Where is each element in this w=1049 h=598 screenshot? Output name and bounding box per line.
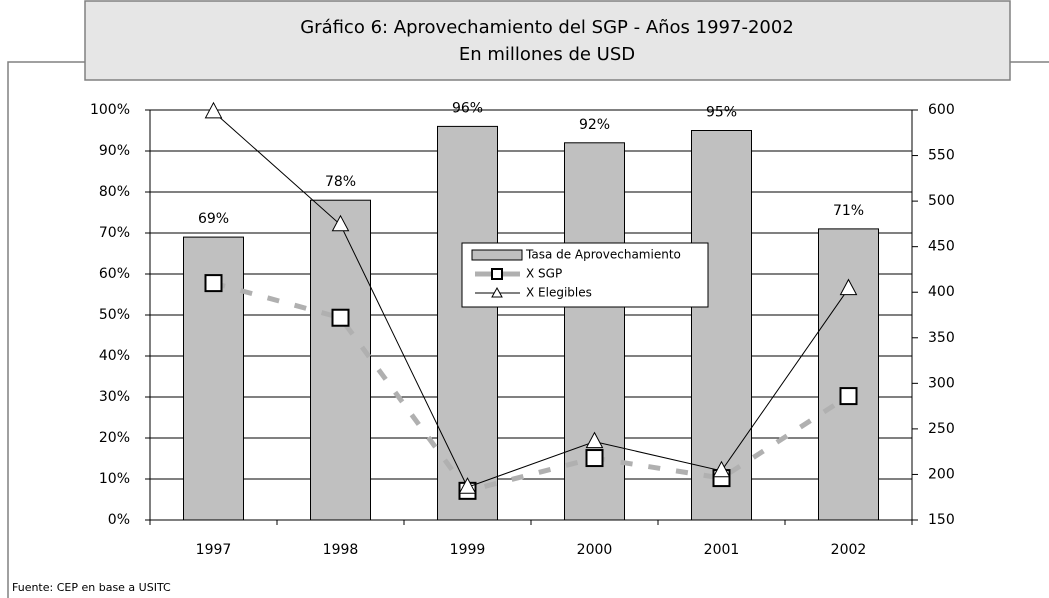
y-tick-label: 0% bbox=[108, 512, 130, 528]
source: Fuente: CEP en base a USITC bbox=[12, 581, 171, 594]
y-tick-label: 90% bbox=[99, 143, 130, 159]
title-box bbox=[84, 0, 1011, 81]
data-label: 71% bbox=[833, 203, 864, 219]
y-tick-label: 80% bbox=[99, 184, 130, 200]
marker bbox=[585, 431, 604, 449]
marker bbox=[331, 214, 350, 232]
data-label: 69% bbox=[198, 211, 229, 227]
y-tick-label: 40% bbox=[99, 348, 130, 364]
marker bbox=[331, 308, 350, 327]
y2-tick-label: 450 bbox=[928, 239, 955, 255]
legend-swatch bbox=[471, 249, 523, 261]
y2-tick-label: 200 bbox=[928, 466, 955, 482]
legend-label: X Elegibles bbox=[526, 286, 592, 300]
data-label: 78% bbox=[325, 174, 356, 190]
bar bbox=[818, 228, 879, 521]
line bbox=[213, 111, 849, 488]
bar bbox=[437, 125, 498, 521]
marker bbox=[585, 449, 604, 468]
marker bbox=[204, 274, 223, 293]
marker bbox=[839, 278, 858, 296]
y2-tick-label: 350 bbox=[928, 330, 955, 346]
data-label: 96% bbox=[452, 100, 483, 116]
legend-label: X SGP bbox=[526, 267, 562, 281]
y-tick-label: 70% bbox=[99, 225, 130, 241]
frame bbox=[7, 61, 1049, 598]
y-tick-label: 50% bbox=[99, 307, 130, 323]
legend-swatch bbox=[491, 268, 503, 280]
line bbox=[212, 280, 850, 494]
chart-title: Gráfico 6: Aprovechamiento del SGP - Año… bbox=[300, 17, 794, 38]
bar bbox=[691, 130, 752, 521]
legend-swatch bbox=[491, 286, 503, 298]
chart-subtitle: En millones de USD bbox=[459, 44, 635, 65]
data-label: 92% bbox=[579, 117, 610, 133]
y2-tick-label: 550 bbox=[928, 148, 955, 164]
y-tick-label: 20% bbox=[99, 430, 130, 446]
x-tick-label: 2001 bbox=[704, 542, 740, 558]
marker bbox=[204, 101, 223, 119]
bar bbox=[310, 199, 371, 521]
marker bbox=[712, 460, 731, 478]
y-tick-label: 10% bbox=[99, 471, 130, 487]
y2-tick-label: 150 bbox=[928, 512, 955, 528]
y-tick-label: 100% bbox=[90, 102, 130, 118]
x-tick-label: 2002 bbox=[831, 542, 867, 558]
marker bbox=[458, 477, 477, 494]
y2-tick-label: 500 bbox=[928, 193, 955, 209]
y2-tick-label: 250 bbox=[928, 421, 955, 437]
y2-tick-label: 400 bbox=[928, 284, 955, 300]
data-label: 95% bbox=[706, 105, 737, 121]
x-tick-label: 1997 bbox=[196, 542, 232, 558]
y2-tick-label: 600 bbox=[928, 102, 955, 118]
y-tick-label: 60% bbox=[99, 266, 130, 282]
x-tick-label: 1999 bbox=[450, 542, 486, 558]
x-tick-label: 1998 bbox=[323, 542, 359, 558]
legend-label: Tasa de Aprovechamiento bbox=[525, 248, 681, 262]
y-tick-label: 30% bbox=[99, 389, 130, 405]
x-tick-label: 2000 bbox=[577, 542, 613, 558]
marker bbox=[839, 387, 858, 406]
y2-tick-label: 300 bbox=[928, 375, 955, 391]
